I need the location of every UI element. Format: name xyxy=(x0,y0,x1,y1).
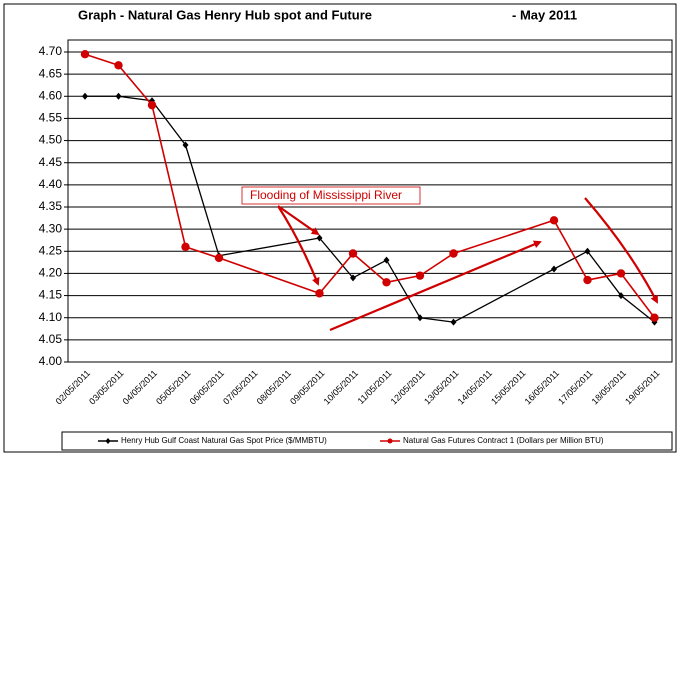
y-tick-label: 4.15 xyxy=(39,288,63,302)
annotation: Flooding of Mississippi River xyxy=(250,188,402,202)
series-segment xyxy=(352,259,387,279)
y-tick-label: 4.05 xyxy=(39,332,63,346)
marker xyxy=(315,289,324,298)
y-tick-label: 4.65 xyxy=(39,66,63,80)
series-segment xyxy=(117,64,153,106)
marker xyxy=(82,92,88,100)
series-segment xyxy=(620,295,655,323)
y-tick-label: 4.50 xyxy=(39,133,63,147)
arrow xyxy=(584,197,658,304)
marker xyxy=(115,92,122,100)
y-tick-label: 4.55 xyxy=(39,111,63,125)
series-segment xyxy=(185,246,220,259)
marker xyxy=(417,314,423,322)
series-segment xyxy=(419,317,454,323)
marker xyxy=(348,249,358,258)
marker xyxy=(415,271,425,280)
y-tick-label: 4.40 xyxy=(39,177,63,191)
series-segment xyxy=(553,250,588,270)
series-segment xyxy=(218,257,320,295)
series-segment xyxy=(620,272,656,319)
series-segment xyxy=(218,237,320,257)
y-tick-label: 4.30 xyxy=(39,221,63,235)
arrow xyxy=(277,205,320,286)
marker xyxy=(316,234,323,242)
series-segment xyxy=(84,53,119,67)
legend-label: Henry Hub Gulf Coast Natural Gas Spot Pr… xyxy=(121,436,327,445)
legend-marker xyxy=(387,438,393,444)
series-segment xyxy=(184,144,220,256)
series-segment xyxy=(386,274,421,284)
marker xyxy=(583,275,592,285)
marker xyxy=(650,313,659,322)
series-segment xyxy=(352,252,388,283)
y-tick-label: 4.60 xyxy=(39,88,63,102)
arrow xyxy=(277,205,320,236)
marker xyxy=(214,253,224,263)
marker xyxy=(551,265,557,273)
marker xyxy=(114,61,123,70)
series-segment xyxy=(587,272,622,281)
y-tick-label: 4.10 xyxy=(39,310,63,324)
series-segment xyxy=(419,252,454,277)
series-segment xyxy=(453,219,555,255)
series-segment xyxy=(319,237,354,279)
y-tick-label: 4.25 xyxy=(39,243,63,257)
y-tick-label: 4.00 xyxy=(39,354,63,368)
annotation-box xyxy=(241,186,421,205)
chart-subtitle: - May 2011 xyxy=(512,7,577,22)
marker xyxy=(80,50,90,59)
series-segment xyxy=(586,250,622,296)
series-segment xyxy=(151,100,187,146)
series-segment xyxy=(118,95,153,102)
y-tick-label: 4.20 xyxy=(39,266,63,280)
series-segment xyxy=(318,252,354,294)
marker xyxy=(584,247,591,255)
marker xyxy=(449,249,458,258)
series-lines xyxy=(80,50,659,326)
series-segment xyxy=(385,259,421,319)
legend-marker xyxy=(105,438,111,444)
marker xyxy=(182,141,189,149)
series-segment xyxy=(553,219,589,281)
marker xyxy=(450,318,457,326)
legend-label: Natural Gas Futures Contract 1 (Dollars … xyxy=(403,436,604,445)
chart-title: Graph - Natural Gas Henry Hub spot and F… xyxy=(78,7,372,22)
marker xyxy=(350,274,356,282)
marker xyxy=(382,278,391,287)
arrow xyxy=(329,240,542,332)
y-tick-label: 4.45 xyxy=(39,155,63,169)
marker xyxy=(618,292,624,300)
series-segment xyxy=(151,104,187,248)
series-segment xyxy=(453,268,555,323)
marker xyxy=(147,100,157,110)
legend-entries: Henry Hub Gulf Coast Natural Gas Spot Pr… xyxy=(98,436,604,445)
y-tick-label: 4.35 xyxy=(39,199,63,213)
marker xyxy=(549,216,559,225)
legend xyxy=(61,431,673,451)
y-tick-label: 4.70 xyxy=(39,44,63,58)
grid: 4.00 4.05 4.10 4.15 4.20 4.25 4.30 4.35 4.40 4.45… xyxy=(39,44,672,368)
arrows xyxy=(277,197,658,332)
marker xyxy=(383,256,390,264)
marker xyxy=(181,242,190,252)
marker xyxy=(616,269,626,278)
